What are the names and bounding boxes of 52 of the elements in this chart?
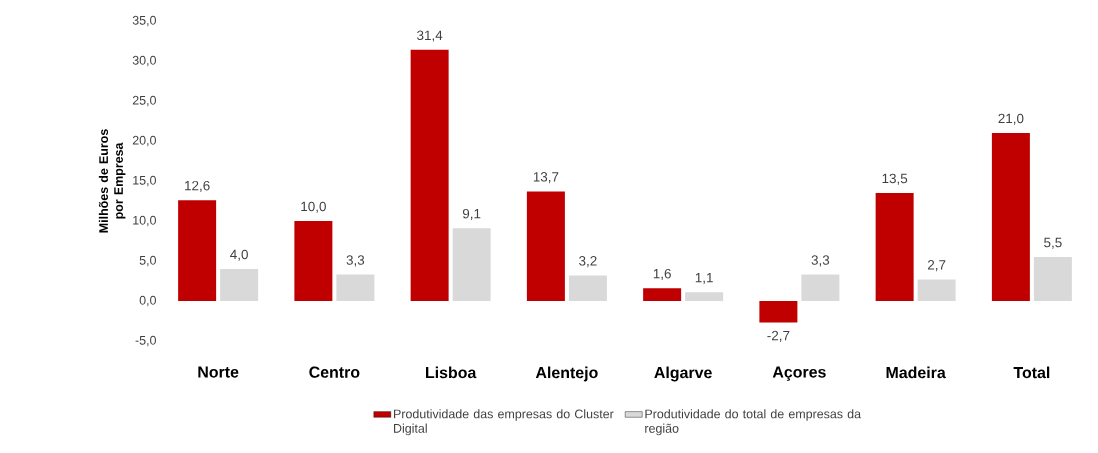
data-label: 21,0 — [998, 113, 1024, 125]
bar — [991, 133, 1030, 301]
y-tick-label: 35,0 — [132, 15, 156, 27]
bar — [294, 221, 333, 301]
bar — [336, 274, 375, 301]
bar — [875, 193, 914, 301]
bar — [1033, 257, 1072, 301]
y-tick-label: 20,0 — [132, 135, 156, 147]
y-tick-label: 15,0 — [133, 175, 156, 187]
y-tick-label: -5,0 — [135, 335, 156, 347]
data-label: 13,7 — [533, 172, 559, 184]
y-tick-label: 30,0 — [132, 55, 156, 67]
y-axis-title: Milhões de Euros por Empresa — [98, 129, 126, 233]
data-label: 9,1 — [462, 208, 481, 220]
x-tick-label: Total — [1013, 366, 1050, 379]
bar — [410, 49, 449, 301]
bar — [526, 191, 565, 301]
x-tick-label: Lisboa — [426, 366, 477, 379]
data-label: 1,1 — [695, 273, 713, 284]
data-label: 3,2 — [579, 256, 597, 268]
y-tick-label: 5,0 — [139, 255, 156, 267]
data-label: 31,4 — [417, 30, 443, 42]
legend-label: Produtividade do total de empresas da região — [645, 409, 862, 436]
bar — [643, 288, 682, 301]
bar — [568, 275, 607, 301]
x-tick-label: Açores — [772, 366, 826, 381]
legend-label: Produtividade das empresas do Cluster Digital — [394, 409, 614, 436]
data-label: 2,7 — [927, 260, 946, 272]
data-label: 13,5 — [882, 173, 908, 185]
data-label: -2,7 — [767, 330, 790, 342]
y-tick-label: 10,0 — [133, 215, 156, 227]
data-label: 5,5 — [1044, 237, 1062, 249]
x-tick-label: Centro — [309, 366, 360, 378]
data-label: 4,0 — [230, 249, 248, 261]
data-label: 3,3 — [811, 255, 830, 267]
data-label: 3,3 — [346, 255, 365, 267]
bar — [917, 279, 956, 301]
bar — [801, 274, 840, 301]
x-tick-label: Madeira — [886, 366, 946, 379]
bar — [178, 200, 217, 301]
x-tick-label: Algarve — [654, 366, 712, 382]
bar — [452, 228, 491, 301]
data-label: 12,6 — [185, 180, 210, 192]
x-tick-label: Alentejo — [535, 366, 598, 382]
data-label: 1,6 — [653, 268, 671, 280]
y-tick-label: 0,0 — [139, 295, 156, 307]
bar — [759, 301, 798, 323]
bar — [685, 292, 724, 301]
data-label: 10,0 — [301, 201, 326, 213]
bar — [220, 269, 259, 301]
y-tick-label: 25,0 — [132, 95, 156, 107]
x-tick-label: Norte — [198, 366, 239, 378]
